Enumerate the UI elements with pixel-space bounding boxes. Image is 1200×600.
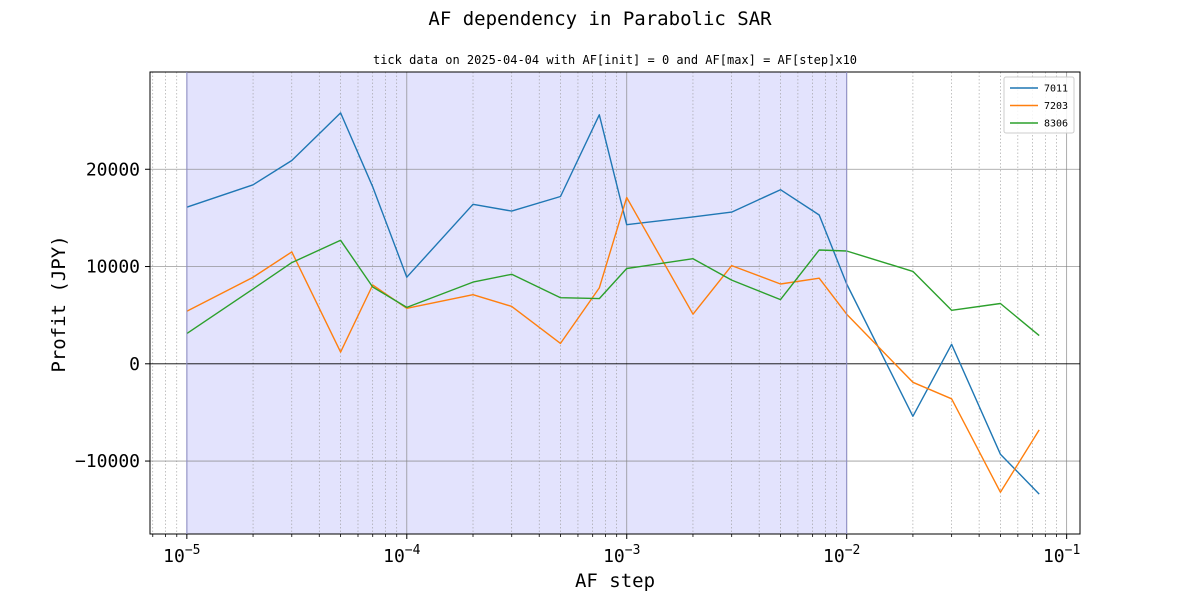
legend-box xyxy=(1003,76,1075,134)
x-axis-ticks: 10−5 10−4 10−3 10−2 10−1 xyxy=(152,534,1080,567)
y-tick-label: 10000 xyxy=(86,257,140,278)
series-line-8306 xyxy=(186,239,1040,337)
y-tick-label: 0 xyxy=(129,354,140,375)
x-tick-exponent: −4 xyxy=(405,543,421,558)
series-line-7203 xyxy=(186,196,1040,493)
y-tick-label: −10000 xyxy=(75,451,140,472)
x-tick-label: 10−3 xyxy=(603,543,640,567)
series-line-7011 xyxy=(186,112,1040,495)
chart-subtitle: tick data on 2025-04-04 with AF[init] = … xyxy=(373,53,857,67)
y-tick-label: 20000 xyxy=(86,159,140,180)
x-tick-exponent: −2 xyxy=(845,543,861,558)
x-tick-label: 10−1 xyxy=(1043,543,1080,567)
plot-frame xyxy=(149,71,1081,535)
legend-label-8306: 8306 xyxy=(1044,119,1068,130)
x-tick-label: 10−4 xyxy=(383,543,421,567)
y-axis-ticks: −10000 0 10000 20000 xyxy=(75,159,150,472)
plot-area xyxy=(149,71,1081,535)
x-tick-label: 10−5 xyxy=(163,543,200,567)
minor-grid xyxy=(152,72,1057,534)
series-lines xyxy=(186,112,1040,495)
legend-label-7203: 7203 xyxy=(1044,101,1068,112)
x-tick-exponent: −3 xyxy=(625,543,641,558)
x-tick-label: 10−2 xyxy=(823,543,860,567)
legend-label-7011: 7011 xyxy=(1044,84,1068,95)
x-axis-label: AF step xyxy=(575,570,655,592)
x-tick-exponent: −5 xyxy=(185,543,201,558)
legend: 7011 7203 8306 xyxy=(1003,76,1075,134)
x-tick-exponent: −1 xyxy=(1065,543,1081,558)
y-axis-label: Profit (JPY) xyxy=(48,235,70,372)
shaded-region xyxy=(186,72,847,534)
chart-title: AF dependency in Parabolic SAR xyxy=(428,8,772,30)
